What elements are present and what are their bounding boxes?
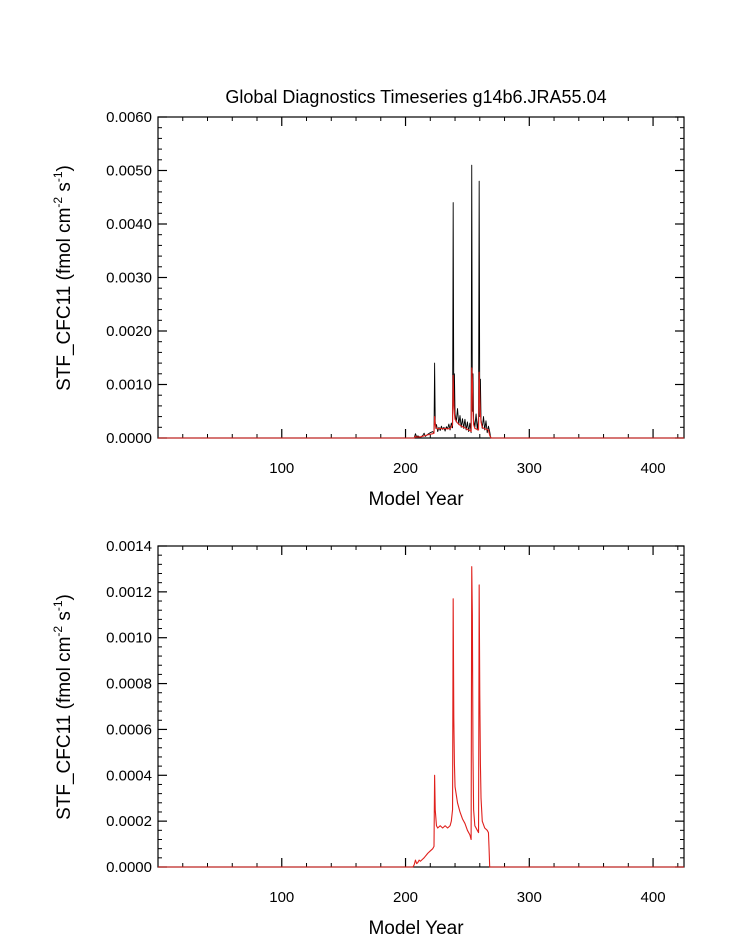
bottom-y-label-mid: s [54, 611, 75, 626]
bottom-plot-area: 100 200 300 400 0.0000 0.0002 0.0004 0.0006 0.00… [106, 538, 685, 906]
top-x-tick-label: 200 [393, 460, 418, 477]
top-y-tick-label: 0.0020 [106, 323, 152, 340]
bottom-plot-frame [157, 545, 685, 868]
bottom-x-tick-label: 100 [269, 889, 294, 906]
bottom-y-tick-label: 0.0000 [106, 859, 152, 876]
bottom-panel: 100 200 300 400 0.0000 0.0002 0.0004 0.0006 0.00… [51, 538, 685, 939]
bottom-x-tick-label: 200 [393, 889, 418, 906]
bottom-x-tick-label: 400 [641, 889, 666, 906]
bottom-y-tick-label: 0.0002 [106, 813, 152, 830]
bottom-y-tick-label: 0.0010 [106, 630, 152, 647]
bottom-y-axis-label: STF_CFC11 (fmol cm-2 s-1) [51, 594, 75, 820]
top-plot-area: 100 200 300 400 0.0000 0.0010 0.0020 0.0030 0.00… [106, 109, 685, 477]
bottom-y-tick-label: 0.0012 [106, 584, 152, 601]
top-y-label-exp2: -1 [51, 171, 65, 182]
top-y-tick-label: 0.0060 [106, 109, 152, 126]
top-y-label-end: ) [54, 165, 75, 171]
top-x-axis-label: Model Year [368, 489, 464, 510]
top-y-tick-label: 0.0050 [106, 163, 152, 180]
bottom-x-axis-label: Model Year [368, 918, 464, 939]
top-y-tick-label: 0.0040 [106, 216, 152, 233]
bottom-y-label-main: STF_CFC11 (fmol cm [54, 637, 75, 820]
top-panel: Global Diagnostics Timeseries g14b6.JRA5… [51, 87, 685, 510]
top-y-tick-label: 0.0010 [106, 377, 152, 394]
bottom-y-label-exp2: -1 [51, 600, 65, 611]
top-y-tick-label: 0.0030 [106, 270, 152, 287]
top-y-axis-label: STF_CFC11 (fmol cm-2 s-1) [51, 165, 75, 391]
top-x-tick-label: 400 [641, 460, 666, 477]
bottom-y-label-end: ) [54, 594, 75, 600]
bottom-y-tick-label: 0.0014 [106, 538, 152, 555]
top-series-smooth-line [158, 367, 684, 439]
bottom-y-tick-label: 0.0008 [106, 676, 152, 693]
bottom-x-tick-label: 300 [517, 889, 542, 906]
bottom-series-smooth-line [158, 566, 684, 868]
bottom-y-tick-label: 0.0006 [106, 721, 152, 738]
top-x-tick-label: 100 [269, 460, 294, 477]
top-chart-title: Global Diagnostics Timeseries g14b6.JRA5… [225, 87, 606, 107]
bottom-y-tick-label: 0.0004 [106, 767, 152, 784]
top-x-tick-label: 300 [517, 460, 542, 477]
bottom-y-label-exp1: -2 [51, 626, 65, 637]
top-y-label-mid: s [54, 182, 75, 197]
top-y-label-main: STF_CFC11 (fmol cm [54, 208, 75, 391]
top-y-label-exp1: -2 [51, 197, 65, 208]
top-y-tick-label: 0.0000 [106, 430, 152, 447]
